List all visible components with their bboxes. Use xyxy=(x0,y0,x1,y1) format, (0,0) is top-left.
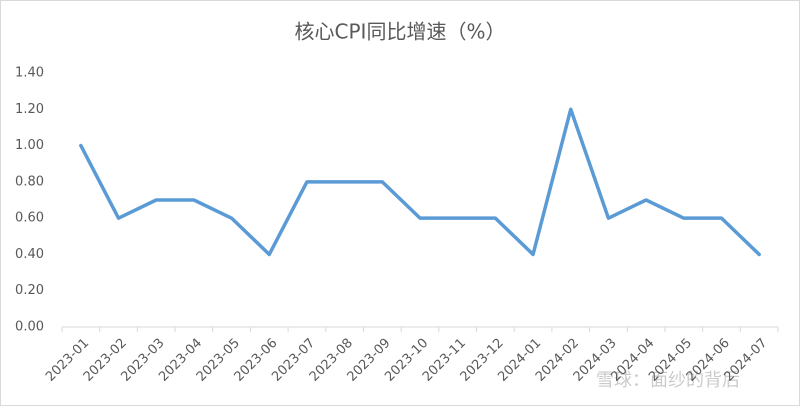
line-series xyxy=(79,107,761,257)
y-tick-label: 0.60 xyxy=(15,211,44,226)
y-tick-label: 0.20 xyxy=(15,283,44,298)
y-tick-label: 0.00 xyxy=(15,320,44,335)
watermark: 雪球：面纱的背后 xyxy=(596,370,740,391)
y-tick-label: 1.40 xyxy=(15,66,44,81)
y-tick-label: 0.40 xyxy=(15,247,44,262)
y-tick-label: 1.20 xyxy=(15,102,44,117)
y-tick-label: 1.00 xyxy=(15,138,44,153)
y-tick-label: 0.80 xyxy=(15,174,44,189)
chart-title: 核心CPI同比增速（%） xyxy=(295,20,506,44)
